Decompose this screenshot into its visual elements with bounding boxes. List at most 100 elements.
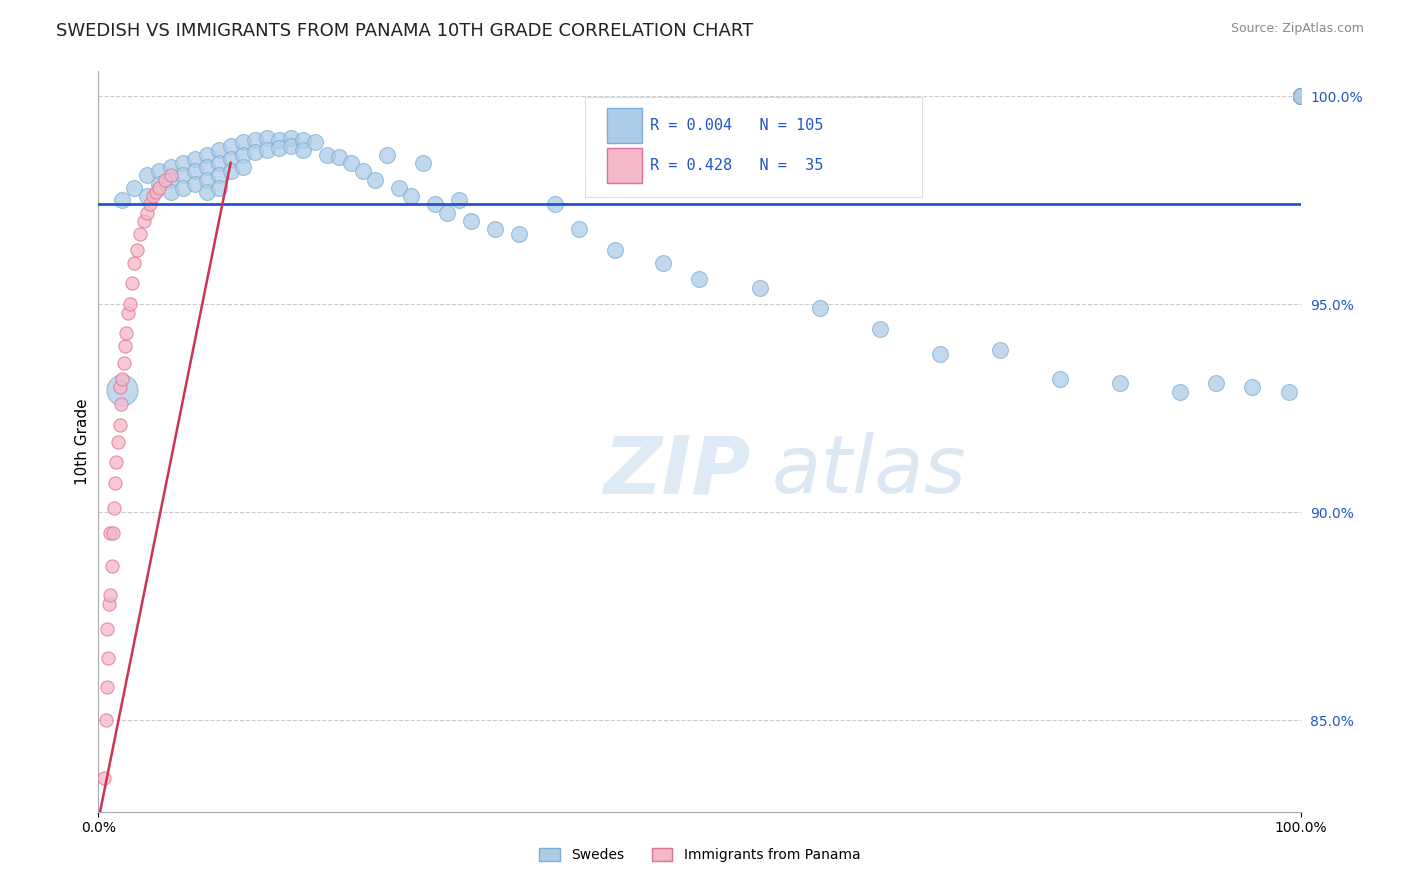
Point [568, 222, 591, 236]
Point [172, 169, 194, 183]
Point [208, 156, 231, 170]
Point [1170, 384, 1192, 399]
Point [141, 189, 163, 203]
Point [108, 417, 131, 432]
Point [1241, 380, 1264, 394]
Point [1289, 89, 1312, 103]
Point [103, 501, 125, 516]
FancyBboxPatch shape [607, 148, 641, 183]
Point [988, 343, 1011, 357]
Point [605, 244, 627, 258]
Point [148, 177, 170, 191]
Point [1205, 376, 1227, 391]
Point [1289, 89, 1312, 103]
Point [96, 622, 118, 636]
Point [460, 214, 482, 228]
Point [1289, 89, 1312, 103]
Point [124, 255, 146, 269]
Point [1289, 89, 1312, 103]
Point [1289, 89, 1312, 103]
Point [652, 255, 675, 269]
Point [111, 383, 134, 397]
Point [280, 139, 302, 153]
Point [111, 194, 134, 208]
Point [195, 147, 218, 161]
Point [280, 131, 302, 145]
Point [1289, 89, 1312, 103]
Point [508, 227, 530, 241]
Point [139, 197, 162, 211]
Point [108, 380, 131, 394]
Point [208, 144, 231, 158]
Point [808, 301, 831, 316]
Point [447, 194, 470, 208]
Point [243, 133, 266, 147]
Point [1289, 89, 1312, 103]
Y-axis label: 10th Grade: 10th Grade [75, 398, 90, 485]
Point [1289, 89, 1312, 103]
Point [328, 150, 350, 164]
Point [1289, 89, 1312, 103]
Point [183, 177, 205, 191]
Point [1289, 89, 1312, 103]
Point [243, 145, 266, 160]
Point [291, 133, 314, 147]
Point [135, 189, 157, 203]
Point [111, 372, 134, 386]
Point [1289, 89, 1312, 103]
Point [105, 455, 128, 469]
Point [423, 197, 446, 211]
FancyBboxPatch shape [585, 97, 922, 197]
Text: ZIP: ZIP [603, 432, 751, 510]
Text: R = 0.428   N =  35: R = 0.428 N = 35 [650, 158, 824, 173]
Point [304, 135, 326, 149]
Point [94, 713, 117, 727]
Point [195, 160, 218, 174]
Point [375, 147, 398, 161]
Point [436, 206, 458, 220]
FancyBboxPatch shape [607, 108, 641, 143]
Point [125, 244, 148, 258]
Point [172, 181, 194, 195]
Point [101, 526, 124, 541]
Text: R = 0.004   N = 105: R = 0.004 N = 105 [650, 118, 824, 133]
Point [1289, 89, 1312, 103]
Point [112, 355, 135, 369]
Point [107, 434, 129, 449]
Point [1289, 89, 1312, 103]
Point [256, 131, 278, 145]
Point [1289, 89, 1312, 103]
Point [1289, 89, 1312, 103]
Point [148, 164, 170, 178]
Point [159, 169, 181, 183]
Point [1289, 89, 1312, 103]
Point [1289, 89, 1312, 103]
Point [1049, 372, 1071, 386]
Point [159, 185, 181, 199]
Point [100, 589, 122, 603]
Point [219, 139, 242, 153]
Text: SWEDISH VS IMMIGRANTS FROM PANAMA 10TH GRADE CORRELATION CHART: SWEDISH VS IMMIGRANTS FROM PANAMA 10TH G… [56, 22, 754, 40]
Point [1289, 89, 1312, 103]
Point [97, 650, 120, 665]
Point [484, 222, 506, 236]
Point [117, 305, 139, 319]
Point [869, 322, 891, 336]
Point [267, 133, 290, 147]
Legend: Swedes, Immigrants from Panama: Swedes, Immigrants from Panama [533, 843, 866, 868]
Point [1289, 89, 1312, 103]
Point [340, 156, 363, 170]
Point [96, 680, 118, 694]
Point [172, 156, 194, 170]
Point [183, 152, 205, 166]
Point [219, 164, 242, 178]
Point [1289, 89, 1312, 103]
Point [748, 280, 770, 294]
Point [291, 144, 314, 158]
Point [1289, 89, 1312, 103]
Point [315, 147, 337, 161]
Point [129, 227, 152, 241]
Point [232, 135, 254, 149]
Point [195, 185, 218, 199]
Point [159, 160, 181, 174]
